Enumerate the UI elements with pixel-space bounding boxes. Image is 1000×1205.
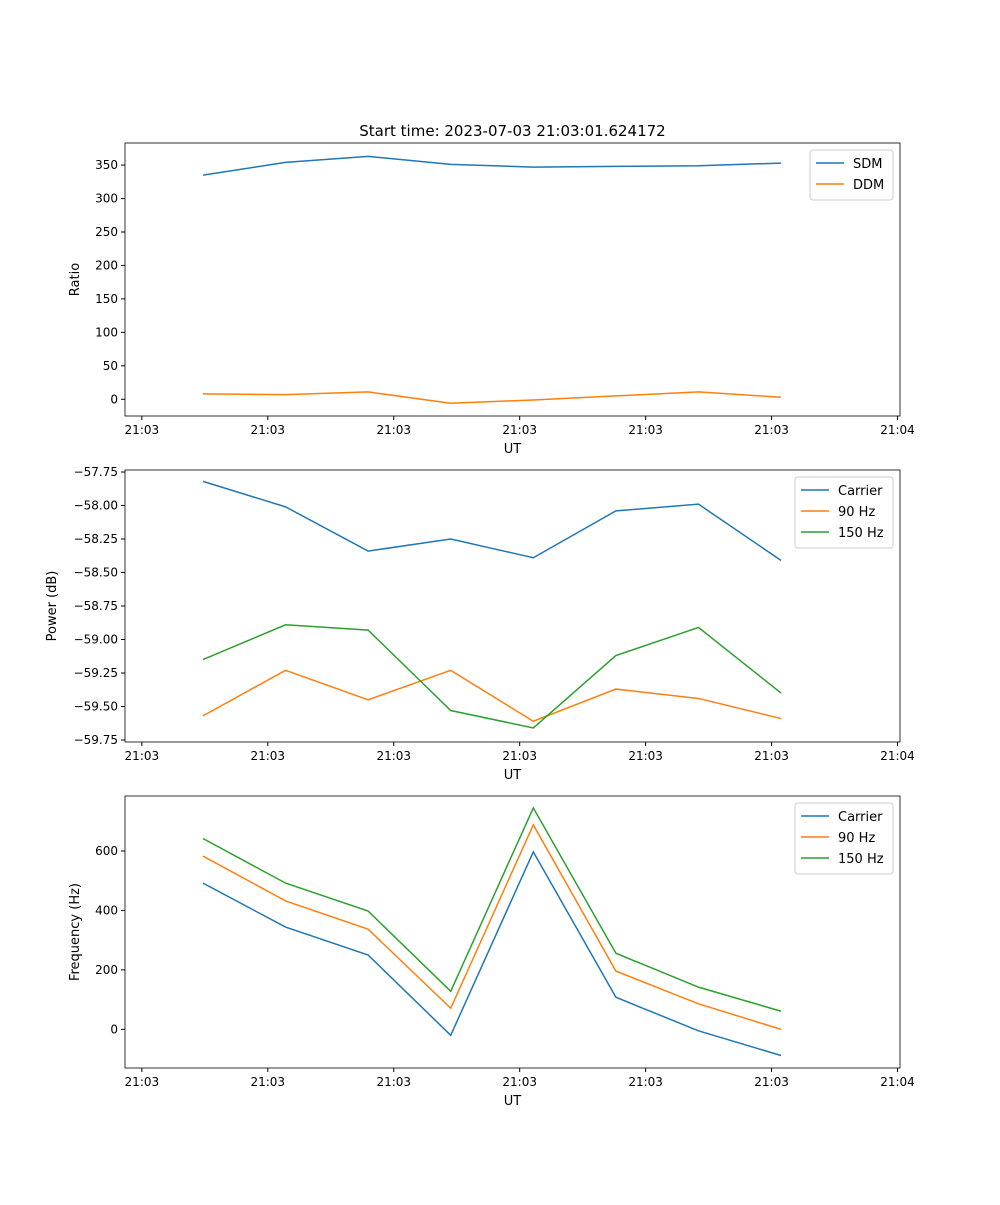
y-tick-label: −59.00 <box>74 632 118 646</box>
series-line-sdm <box>202 155 782 176</box>
x-tick-label: 21:03 <box>754 423 789 437</box>
axes-frame <box>124 795 901 1069</box>
y-tick-label: 200 <box>95 963 118 977</box>
y-tick-label: 0 <box>110 1022 118 1036</box>
subplot-1: Start time: 2023-07-03 21:03:01.624172 21… <box>68 122 915 457</box>
x-tick-label: 21:03 <box>628 749 663 763</box>
legend-box <box>794 476 894 549</box>
y-tick-label: 350 <box>95 158 118 172</box>
x-tick-label: 21:03 <box>250 1075 285 1089</box>
x-axis-label: UT <box>504 1094 522 1109</box>
subplot-2: 21:03 21:03 21:03 21:03 21:03 21:03 21:04 −59.7… <box>45 465 915 783</box>
legend-label: SDM <box>853 157 882 172</box>
x-tick-label: 21:04 <box>880 1075 915 1089</box>
legend-label: 150 Hz <box>838 852 884 867</box>
legend-label: 90 Hz <box>838 505 875 520</box>
axes-frame <box>124 142 901 417</box>
y-tick-label: 200 <box>95 258 118 272</box>
series-line-carrier <box>202 480 782 562</box>
y-tick-label: −58.50 <box>74 566 118 580</box>
x-tick-label: 21:03 <box>628 423 663 437</box>
series-line-90-hz <box>202 669 782 723</box>
x-tick-label: 21:03 <box>250 749 285 763</box>
legend-label: 90 Hz <box>838 831 875 846</box>
y-tick-label: 300 <box>95 192 118 206</box>
x-tick-label: 21:03 <box>125 1075 160 1089</box>
series-line-ddm <box>202 391 782 405</box>
axes-frame <box>124 469 901 743</box>
legend-label: DDM <box>853 178 884 193</box>
legend-label: Carrier <box>838 810 883 825</box>
y-tick-label: 50 <box>103 359 118 373</box>
series-line-90-hz <box>202 823 782 1031</box>
x-axis-label: UT <box>504 442 522 457</box>
y-axis-label: Frequency (Hz) <box>68 883 83 981</box>
x-tick-label: 21:04 <box>880 423 915 437</box>
subplot-3: 21:03 21:03 21:03 21:03 21:03 21:03 21:04 0 200 4… <box>68 795 915 1109</box>
legend-box <box>794 802 894 875</box>
y-tick-label: −59.50 <box>74 699 118 713</box>
x-tick-label: 21:03 <box>502 1075 537 1089</box>
x-tick-label: 21:03 <box>376 423 411 437</box>
x-tick-label: 21:03 <box>754 749 789 763</box>
y-tick-label: −58.00 <box>74 499 118 513</box>
legend: Carrier 90 Hz 150 Hz <box>794 476 894 549</box>
y-tick-label: 400 <box>95 903 118 917</box>
y-tick-label: −57.75 <box>74 465 118 479</box>
legend: SDM DDM <box>809 149 894 201</box>
legend-label: 150 Hz <box>838 526 884 541</box>
series-line-150-hz <box>202 623 782 729</box>
y-tick-label: −58.25 <box>74 532 118 546</box>
legend-label: Carrier <box>838 484 883 499</box>
x-tick-label: 21:03 <box>125 749 160 763</box>
y-tick-label: 600 <box>95 844 118 858</box>
y-tick-label: −59.75 <box>74 733 118 747</box>
y-tick-label: 100 <box>95 325 118 339</box>
y-tick-label: 150 <box>95 292 118 306</box>
x-tick-label: 21:03 <box>754 1075 789 1089</box>
series-line-150-hz <box>202 806 782 1012</box>
legend: Carrier 90 Hz 150 Hz <box>794 802 894 875</box>
y-axis-label: Ratio <box>68 263 83 296</box>
x-tick-label: 21:04 <box>880 749 915 763</box>
x-tick-label: 21:03 <box>502 749 537 763</box>
x-tick-label: 21:03 <box>628 1075 663 1089</box>
y-axis-label: Power (dB) <box>45 571 60 642</box>
x-tick-label: 21:03 <box>250 423 285 437</box>
x-tick-label: 21:03 <box>502 423 537 437</box>
x-tick-label: 21:03 <box>125 423 160 437</box>
x-tick-label: 21:03 <box>376 1075 411 1089</box>
chart-title: Start time: 2023-07-03 21:03:01.624172 <box>359 122 665 140</box>
y-tick-label: 250 <box>95 225 118 239</box>
x-tick-label: 21:03 <box>376 749 411 763</box>
y-tick-label: −58.75 <box>74 599 118 613</box>
y-tick-label: 0 <box>110 392 118 406</box>
x-axis-label: UT <box>504 768 522 783</box>
y-tick-label: −59.25 <box>74 666 118 680</box>
series-line-carrier <box>202 850 782 1057</box>
